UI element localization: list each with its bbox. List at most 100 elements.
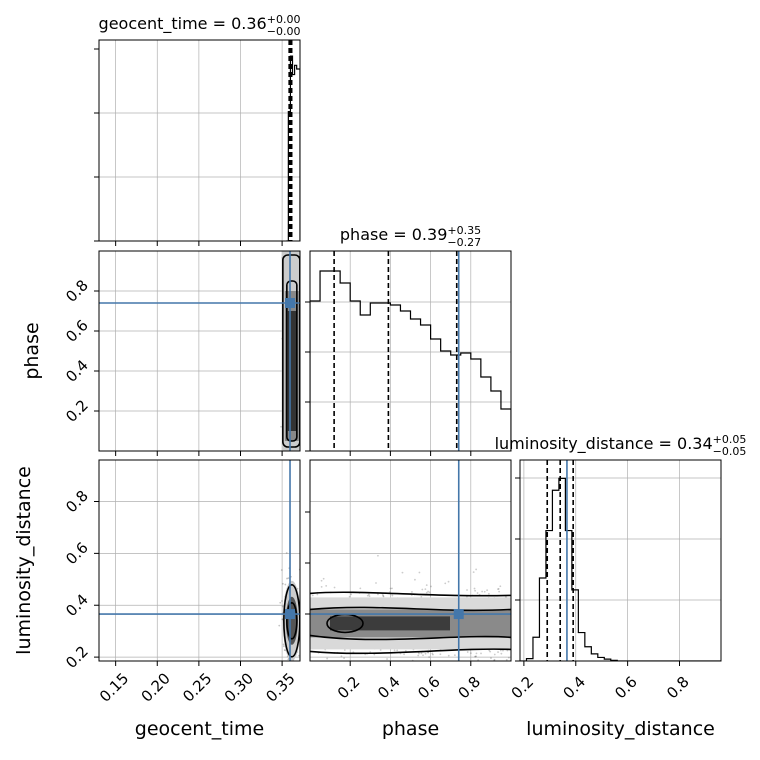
- sample-point: [395, 661, 397, 663]
- sample-point: [502, 665, 504, 667]
- contour-mid-top: [310, 606, 511, 612]
- sample-point: [280, 569, 283, 571]
- sample-point: [382, 595, 385, 597]
- sample-point: [439, 653, 442, 656]
- x-tick-label: 0.15: [96, 669, 132, 705]
- title-lower-error: −0.27: [447, 236, 481, 249]
- title-lower-error: −0.00: [267, 25, 301, 38]
- sample-point: [420, 652, 423, 655]
- sample-point: [466, 589, 468, 591]
- x-axis-label-luminosity-distance: luminosity_distance: [526, 718, 715, 740]
- x-tick-label: 0.8: [663, 673, 693, 703]
- sample-point: [377, 593, 379, 596]
- sample-point: [316, 593, 319, 596]
- panel-frame: [98, 39, 301, 242]
- sample-point: [475, 655, 477, 658]
- y-tick-label: 0.8: [62, 276, 92, 306]
- panel-geocent-time-hist: [94, 39, 301, 246]
- sample-point: [287, 658, 290, 661]
- sample-point: [294, 666, 296, 668]
- sample-point: [285, 552, 288, 554]
- sample-point: [343, 649, 346, 651]
- sample-point: [359, 587, 362, 590]
- sample-point: [414, 578, 416, 581]
- sample-point: [281, 600, 283, 602]
- panel-content: [310, 251, 511, 451]
- sample-point: [481, 590, 484, 593]
- sample-point: [326, 657, 329, 660]
- panel-frame: [98, 459, 301, 662]
- sample-point: [473, 587, 476, 590]
- title-median: geocent_time = 0.36: [99, 14, 267, 34]
- x-tick-label: 0.30: [221, 669, 257, 705]
- sample-point: [475, 652, 478, 655]
- panel-title-luminosity_distance: luminosity_distance = 0.34+0.05−0.05: [495, 433, 747, 458]
- sample-point: [289, 662, 291, 664]
- panel-content: [286, 40, 300, 241]
- sample-point: [468, 667, 470, 669]
- sample-point: [500, 652, 503, 655]
- sample-point: [396, 649, 399, 652]
- sample-point: [393, 649, 396, 652]
- sample-point: [288, 662, 290, 664]
- sample-point: [301, 614, 303, 616]
- y-axis-label-luminosity-distance: luminosity_distance: [13, 466, 35, 655]
- x-tick-label: 0.2: [508, 673, 538, 703]
- x-tick-label: 0.20: [138, 669, 174, 705]
- sample-point: [375, 582, 377, 584]
- x-tick-label: 0.8: [454, 673, 484, 703]
- sample-point: [425, 584, 428, 587]
- sample-point: [428, 656, 431, 658]
- sample-point: [486, 589, 489, 592]
- title-upper-error: +0.00: [267, 13, 301, 26]
- panel-frame: [309, 250, 512, 452]
- sample-point: [424, 652, 427, 655]
- histogram-1d-geocent_time: [286, 55, 300, 241]
- sample-point: [377, 554, 379, 557]
- sample-point: [431, 653, 434, 656]
- sample-point: [430, 585, 432, 588]
- sample-point: [474, 655, 476, 658]
- panel-luminosity-distance-hist: 0.2 0.4 0.6 0.8 luminosity_distance: [508, 459, 722, 740]
- y-axis-label-phase: phase: [21, 322, 43, 379]
- y-tick-label: 0.8: [62, 487, 92, 517]
- sample-point: [368, 595, 371, 598]
- panel-title-text: luminosity_distance = 0.34+0.05: [495, 433, 747, 454]
- sample-point: [421, 588, 424, 591]
- sample-point: [490, 657, 492, 659]
- sample-point: [469, 652, 472, 655]
- sample-point: [489, 650, 492, 653]
- truth-marker: [453, 609, 464, 620]
- title-lower-error: −0.05: [713, 445, 747, 458]
- panel-frame: [309, 459, 512, 662]
- sample-point: [391, 587, 393, 590]
- sample-point: [290, 665, 292, 667]
- sample-point: [375, 666, 377, 668]
- sample-point: [403, 653, 405, 656]
- sample-point: [497, 587, 500, 590]
- y-tick-label: 0.6: [62, 316, 92, 346]
- sample-point: [322, 577, 325, 580]
- x-tick-label: 0.6: [611, 673, 641, 703]
- sample-point: [325, 585, 328, 587]
- sample-point: [469, 670, 471, 672]
- sample-point: [382, 594, 384, 596]
- sample-point: [493, 658, 496, 661]
- sample-point: [499, 585, 502, 588]
- sample-point: [424, 588, 427, 590]
- sample-point: [301, 580, 303, 582]
- histogram-1d-phase: [310, 270, 511, 451]
- sample-point: [418, 571, 421, 574]
- sample-point: [507, 656, 510, 659]
- sample-point: [391, 594, 394, 597]
- panel-title-phase: phase = 0.39+0.35−0.27: [340, 224, 481, 249]
- sample-point: [476, 592, 479, 594]
- sample-point: [320, 586, 323, 588]
- title-upper-error: +0.05: [713, 433, 747, 446]
- sample-point: [291, 667, 293, 669]
- x-tick-label: 0.2: [334, 673, 364, 703]
- sample-point: [483, 666, 485, 668]
- x-tick-label: 0.35: [262, 669, 298, 705]
- panel-luminosity-distance-vs-geocent-time: 0.15 0.20 0.25 0.30 0.35 0.2 0.4 0.6 0.8 luminosi…: [13, 459, 303, 740]
